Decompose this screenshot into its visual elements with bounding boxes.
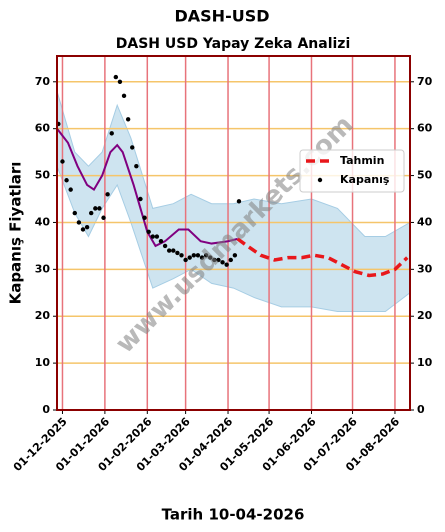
close-point [171,248,176,253]
close-point [130,145,135,150]
forecast-line [236,237,409,278]
close-point [203,253,209,258]
y-tick-label: 70 [35,75,51,88]
y-tick-label: 40 [417,215,433,228]
close-point [113,74,119,80]
y-tick-label: 20 [35,309,51,322]
close-point [138,196,143,202]
close-point [125,117,131,122]
close-point [179,253,184,258]
close-point [154,234,160,239]
close-point [84,224,90,230]
y-tick-label: 70 [417,75,433,88]
close-point [166,248,172,253]
y-axis-label: Kapanış Fiyatları [7,162,25,305]
y-tick-label: 50 [417,169,433,182]
close-point [158,239,164,244]
y-tick-label: 30 [35,262,51,275]
y-tick-label: 0 [417,403,425,416]
y-tick-label: 60 [35,122,51,135]
y-tick-label: 20 [417,309,433,322]
close-point [121,93,127,99]
close-point [93,206,98,211]
close-point [89,210,94,216]
close-point [68,187,73,192]
close-point [224,262,229,267]
close-point [220,260,225,265]
close-point [195,253,201,258]
y-tick-label: 50 [35,169,51,182]
y-tick-label: 10 [417,356,433,369]
confidence-band [56,91,411,313]
close-point [236,199,242,204]
chart-subtitle: DASH USD Yapay Zeka Analizi [116,36,351,52]
y-tick-label: 0 [42,403,50,416]
close-point [146,229,151,235]
y-tick-label: 60 [417,122,433,135]
close-point [142,215,147,220]
legend-swatch [317,177,323,183]
close-point [199,255,205,260]
close-point [187,255,192,260]
close-point [76,220,82,225]
close-point [60,159,65,164]
close-point [162,243,168,249]
close-point [109,131,114,136]
close-point [117,79,123,84]
y-tick-label: 10 [35,356,51,369]
y-tick-label: 30 [417,262,433,275]
close-point [232,253,238,258]
close-point [80,227,86,232]
legend-label: Kapanış [340,173,390,186]
close-point [97,206,102,211]
close-point [72,210,77,216]
close-point [208,255,213,260]
x-axis-label: Tarih 10-04-2026 [162,506,305,524]
legend-label: Tahmin [340,154,384,167]
close-point [191,253,197,258]
close-point [216,257,221,263]
plot-frame [56,55,411,411]
close-point [183,257,188,263]
close-point [64,178,69,183]
y-tick-label: 40 [35,215,51,228]
close-point [150,234,155,239]
fit-line [56,128,238,248]
close-point [228,257,233,263]
close-point [134,163,139,169]
chart-title: DASH-USD [174,7,269,26]
close-point [105,192,110,197]
close-point [101,215,106,220]
close-point [175,250,180,256]
close-point [212,257,217,263]
